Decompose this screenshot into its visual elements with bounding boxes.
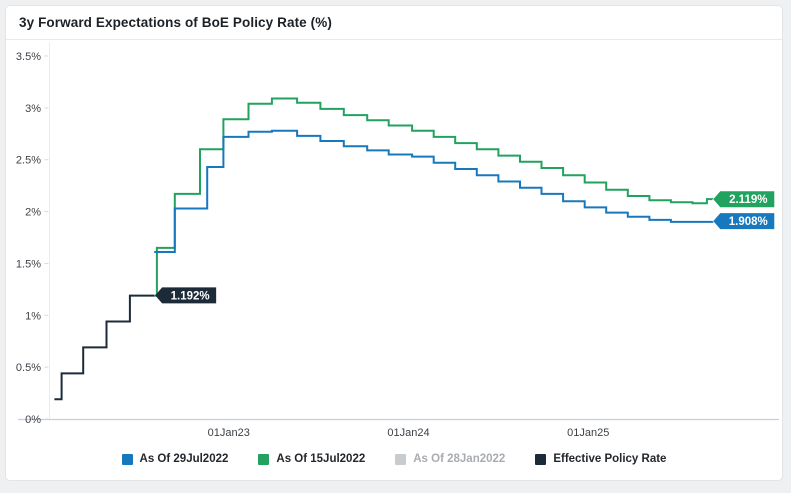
legend-item-label: As Of 28Jan2022: [413, 453, 506, 465]
series-line-as-of-15jul2022: [154, 97, 714, 297]
y-tick-label: 2%: [25, 207, 41, 219]
chart-card: 3y Forward Expectations of BoE Policy Ra…: [5, 5, 783, 481]
x-tick-label: 01Jan25: [567, 427, 609, 439]
badge-shape: [155, 287, 217, 304]
legend-item-as-of-28jan2022[interactable]: As Of 28Jan2022: [395, 453, 505, 465]
badge-shape: [713, 213, 775, 230]
y-tick-label: 3%: [25, 103, 41, 115]
legend: As Of 29Jul2022 As Of 15Jul2022 As Of 28Ja…: [6, 448, 782, 470]
legend-item-as-of-15jul2022[interactable]: As Of 15Jul2022: [258, 453, 365, 465]
y-tick-label: 2.5%: [16, 155, 41, 167]
legend-swatch-icon: [395, 453, 407, 465]
legend-swatch-icon: [258, 453, 270, 465]
series-end-badge-as-of-29jul2022: 1.908%: [713, 213, 775, 230]
series-line-effective-policy-rate: [54, 294, 156, 401]
y-tick-label: 1%: [25, 310, 41, 322]
legend-item-as-of-29jul2022[interactable]: As Of 29Jul2022: [121, 453, 229, 465]
series-end-badge-as-of-15jul2022: 2.119%: [713, 191, 775, 208]
legend-item-label: As Of 15Jul2022: [276, 453, 366, 465]
legend-item-effective-policy-rate[interactable]: Effective Policy Rate: [535, 453, 666, 465]
y-tick-label: 3.5%: [16, 51, 41, 63]
y-tick-label: 0%: [25, 414, 41, 426]
badge-value: 1.192%: [171, 290, 210, 302]
legend-item-label: Effective Policy Rate: [553, 453, 667, 465]
badge-value: 2.119%: [729, 194, 767, 206]
series-end-badge-effective-policy-rate: 1.192%: [155, 287, 217, 304]
y-tick-label: 1.5%: [16, 258, 41, 270]
badge-shape: [713, 191, 775, 208]
x-tick-label: 01Jan24: [387, 427, 429, 439]
title-divider: [6, 39, 782, 40]
chart-title: 3y Forward Expectations of BoE Policy Ra…: [19, 15, 332, 30]
y-tick-label: 0.5%: [16, 362, 41, 374]
badge-value: 1.908%: [729, 216, 768, 228]
x-tick-label: 01Jan23: [208, 427, 250, 439]
legend-item-label: As Of 29Jul2022: [139, 453, 229, 465]
series-line-as-of-29jul2022: [154, 129, 714, 253]
legend-swatch-icon: [535, 453, 547, 465]
chart-plot-area: 0% 0.5% 1% 1.5% 2% 2.5% 3% 3.5% 01Jan23 01Jan24 01…: [16, 42, 779, 439]
legend-swatch-icon: [121, 453, 133, 465]
